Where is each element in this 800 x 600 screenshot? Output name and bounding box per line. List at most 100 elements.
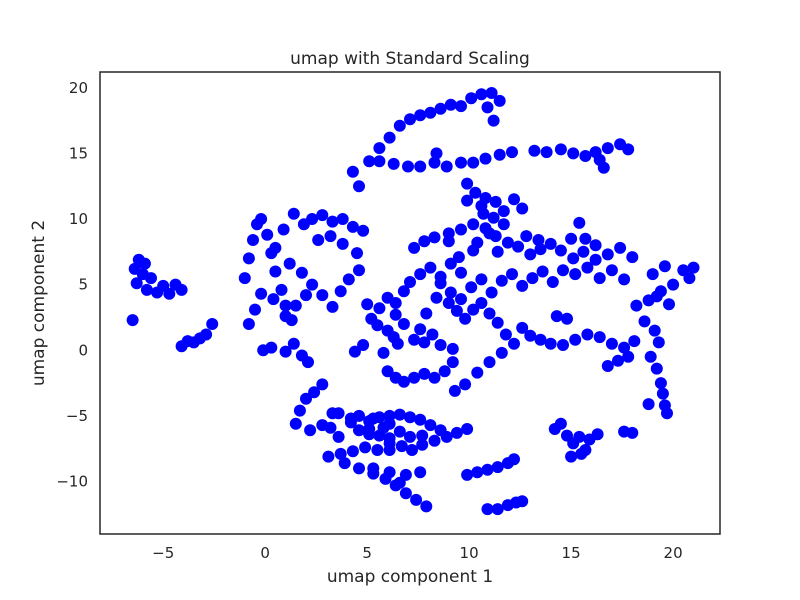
scatter-point bbox=[371, 444, 384, 456]
scatter-point bbox=[512, 240, 525, 253]
scatter-point bbox=[550, 310, 563, 323]
scatter-point bbox=[467, 244, 480, 257]
scatter-point bbox=[487, 211, 500, 224]
scatter-point bbox=[351, 247, 363, 260]
scatter-point bbox=[287, 207, 300, 220]
scatter-point bbox=[265, 341, 278, 354]
scatter-point bbox=[524, 329, 537, 342]
scatter-point bbox=[267, 293, 280, 306]
scatter-point bbox=[448, 384, 461, 397]
y-tick-label: 5 bbox=[78, 276, 88, 294]
scatter-point bbox=[308, 386, 321, 399]
scatter-point bbox=[650, 290, 663, 303]
scatter-point bbox=[589, 239, 602, 252]
scatter-point bbox=[483, 356, 496, 369]
scatter-point bbox=[459, 378, 472, 391]
scatter-point bbox=[373, 302, 386, 315]
scatter-point bbox=[612, 354, 624, 367]
scatter-point bbox=[577, 245, 590, 258]
scatter-point bbox=[389, 308, 402, 321]
scatter-point bbox=[516, 495, 529, 508]
scatter-point bbox=[420, 307, 433, 320]
scatter-point bbox=[461, 177, 474, 190]
scatter-point bbox=[601, 248, 614, 261]
scatter-point bbox=[658, 260, 671, 273]
scatter-point bbox=[130, 277, 143, 290]
scatter-point bbox=[656, 387, 669, 400]
scatter-point bbox=[467, 218, 480, 231]
scatter-point bbox=[163, 287, 176, 300]
scatter-point bbox=[408, 241, 421, 254]
scatter-point bbox=[434, 102, 447, 115]
scatter-point bbox=[275, 283, 288, 296]
scatter-point bbox=[336, 213, 349, 225]
scatter-point bbox=[455, 223, 467, 236]
scatter-point bbox=[140, 283, 153, 296]
scatter-point bbox=[332, 407, 345, 420]
scatter-point bbox=[269, 265, 282, 278]
scatter-point bbox=[508, 337, 520, 350]
scatter-point bbox=[367, 462, 380, 475]
scatter-point bbox=[475, 297, 488, 309]
scatter-point bbox=[389, 297, 402, 309]
scatter-point bbox=[444, 98, 457, 111]
scatter-point bbox=[661, 407, 673, 420]
scatter-point bbox=[277, 223, 290, 236]
scatter-point bbox=[283, 257, 296, 270]
scatter-point bbox=[242, 318, 255, 330]
scatter-point bbox=[546, 276, 559, 288]
scatter-point bbox=[279, 345, 292, 358]
scatter-point bbox=[479, 152, 492, 165]
scatter-point bbox=[554, 143, 567, 156]
scatter-point bbox=[467, 303, 480, 316]
scatter-point bbox=[446, 342, 459, 355]
chart-title: umap with Standard Scaling bbox=[290, 49, 530, 69]
scatter-point bbox=[481, 101, 494, 114]
plot-frame bbox=[99, 71, 721, 535]
scatter-point bbox=[414, 466, 427, 479]
scatter-point bbox=[175, 283, 188, 296]
scatter-point bbox=[493, 148, 506, 161]
scatter-point bbox=[383, 466, 396, 479]
scatter-point bbox=[418, 235, 431, 248]
scatter-point bbox=[430, 291, 443, 304]
scatter-point bbox=[338, 457, 351, 470]
scatter-point bbox=[418, 336, 431, 349]
scatter-point bbox=[491, 316, 504, 329]
scatter-point bbox=[446, 356, 459, 369]
scatter-point bbox=[644, 350, 657, 363]
scatter-point bbox=[495, 346, 508, 359]
scatter-point bbox=[630, 299, 643, 312]
scatter-point bbox=[316, 209, 329, 222]
scatter-point bbox=[683, 272, 696, 285]
scatter-point bbox=[569, 333, 582, 346]
y-tick-label: 15 bbox=[69, 144, 88, 162]
scatter-point bbox=[361, 298, 374, 311]
scatter-point bbox=[601, 142, 614, 155]
x-tick-label: 15 bbox=[562, 544, 581, 562]
scatter-point bbox=[336, 237, 349, 250]
scatter-point bbox=[332, 430, 345, 443]
scatter-point bbox=[544, 237, 557, 250]
scatter-point bbox=[479, 222, 492, 235]
scatter-point bbox=[648, 324, 661, 337]
scatter-point bbox=[475, 88, 488, 101]
scatter-point bbox=[279, 299, 292, 312]
scatter-point bbox=[642, 398, 655, 411]
scatter-point bbox=[526, 272, 539, 285]
scatter-point bbox=[353, 264, 365, 277]
x-axis-title: umap component 1 bbox=[327, 567, 493, 587]
scatter-point bbox=[491, 461, 504, 474]
scatter-point bbox=[481, 503, 494, 516]
scatter-point bbox=[242, 252, 255, 265]
scatter-point bbox=[393, 425, 406, 438]
scatter-point bbox=[247, 234, 259, 246]
x-tick-label: −5 bbox=[152, 544, 174, 562]
scatter-point bbox=[293, 404, 306, 417]
scatter-point bbox=[532, 234, 545, 246]
scatter-point bbox=[383, 409, 396, 422]
scatter-point bbox=[387, 331, 400, 344]
scatter-point bbox=[565, 232, 578, 245]
y-tick-label: 20 bbox=[69, 79, 88, 97]
scatter-point bbox=[601, 360, 614, 372]
